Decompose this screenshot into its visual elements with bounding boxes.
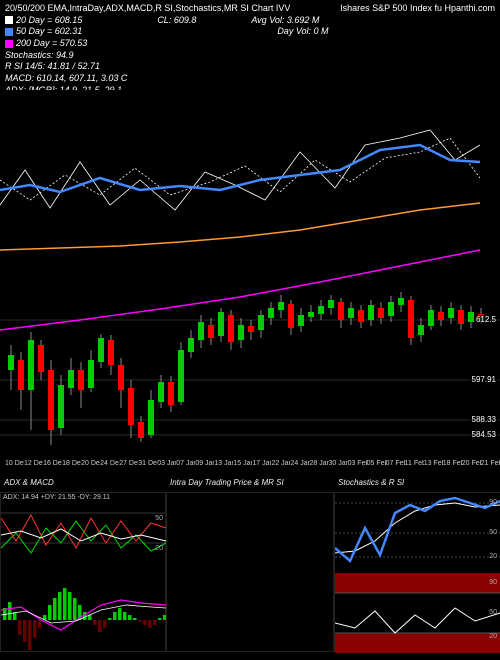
date-axis: 10 Dec12 Dec16 Dec18 Dec20 Dec24 Dec27 D… [0, 460, 500, 478]
lower-panels: ADX: 14.94 +DY: 21.55 -DY: 29.11 5020 90… [0, 492, 500, 652]
date-tick: 20 Feb [462, 460, 481, 478]
stochastics-value: Stochastics: 94.9 [5, 50, 495, 62]
date-tick: 24 Dec [100, 460, 119, 478]
date-tick: 20 Dec [81, 460, 100, 478]
date-tick: 13 Jan [214, 460, 233, 478]
price-level-label: 588.33 [470, 415, 498, 424]
date-tick: 21 Feb [481, 460, 500, 478]
intraday-panel[interactable] [166, 492, 334, 652]
date-tick: 18 Dec [62, 460, 81, 478]
date-tick: 09 Jan [195, 460, 214, 478]
date-tick: 31 Dec [138, 460, 157, 478]
macd-value: MACD: 610.14, 607.11, 3.03 C [5, 73, 495, 85]
date-tick: 07 Feb [386, 460, 405, 478]
date-tick: 18 Feb [443, 460, 462, 478]
main-price-chart[interactable]: 612.5 597.91 588.33 584.53 [0, 90, 500, 460]
stoch-rsi-panel[interactable]: 905020905020 [334, 492, 500, 652]
adx-macd-panel[interactable]: ADX: 14.94 +DY: 21.55 -DY: 29.11 5020 [0, 492, 166, 652]
date-tick: 30 Jan [329, 460, 348, 478]
rsi-value: R SI 14/5: 41.81 / 52.71 [5, 61, 495, 73]
panel-title-mid: Intra Day Trading Price & MR SI [166, 478, 334, 492]
avg-vol: Avg Vol: 3.692 M [251, 15, 319, 27]
date-tick: 28 Jan [310, 460, 329, 478]
date-tick: 11 Feb [405, 460, 424, 478]
day-vol: Day Vol: 0 M [277, 26, 328, 38]
date-tick: 27 Dec [119, 460, 138, 478]
date-tick: 05 Feb [367, 460, 386, 478]
panel-title-left: ADX & MACD [0, 478, 166, 492]
date-tick: 13 Feb [424, 460, 443, 478]
title-left: 20/50/200 EMA,IntraDay,ADX,MACD,R SI,Sto… [5, 3, 290, 15]
chart-header: 20/50/200 EMA,IntraDay,ADX,MACD,R SI,Sto… [0, 0, 500, 90]
date-tick: 16 Dec [43, 460, 62, 478]
close-price: CL: 609.8 [157, 15, 196, 27]
date-tick: 15 Jan [233, 460, 252, 478]
date-tick: 03 Feb [348, 460, 367, 478]
price-level-label: 597.91 [470, 375, 498, 384]
price-level-label: 612.5 [474, 315, 498, 324]
date-tick: 22 Jan [271, 460, 290, 478]
sma200-legend: 200 Day = 570.53 [5, 38, 87, 50]
panel-title-right: Stochastics & R SI [334, 478, 500, 492]
date-tick: 07 Jan [176, 460, 195, 478]
date-tick: 12 Dec [24, 460, 43, 478]
date-tick: 10 Dec [5, 460, 24, 478]
panel-titles: ADX & MACD Intra Day Trading Price & MR … [0, 478, 500, 492]
price-level-label: 584.53 [470, 430, 498, 439]
date-tick: 17 Jan [252, 460, 271, 478]
date-tick: 24 Jan [290, 460, 309, 478]
sma20-legend: 20 Day = 608.15 [5, 15, 82, 27]
date-tick: 03 Jan [157, 460, 176, 478]
title-right: Ishares S&P 500 Index fu Hpanthi.com [340, 3, 495, 15]
sma50-legend: 50 Day = 602.31 [5, 26, 82, 38]
